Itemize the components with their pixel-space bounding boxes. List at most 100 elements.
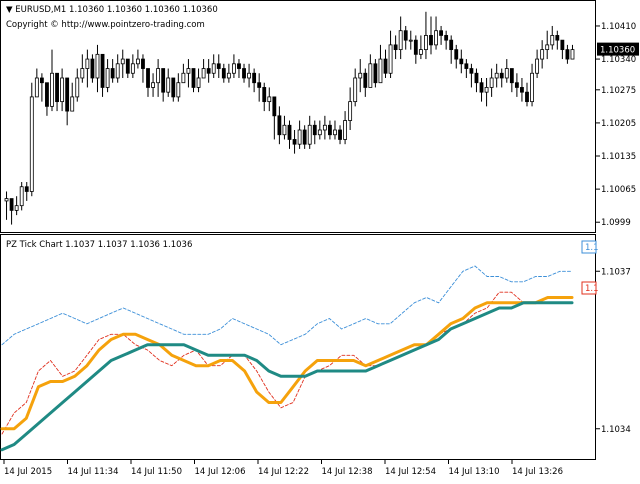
indicator-axis: 1.1037 1.1034 xyxy=(596,267,631,435)
candle xyxy=(262,87,267,103)
candle xyxy=(393,44,398,51)
candle xyxy=(191,68,196,88)
candle xyxy=(110,68,115,79)
candle xyxy=(231,63,236,74)
candle xyxy=(509,68,514,84)
tick-lower-band-line xyxy=(1,291,573,435)
candle xyxy=(484,87,489,93)
price-panel[interactable]: ▼ EURUSD,M1 1.10360 1.10360 1.10360 1.10… xyxy=(0,0,640,233)
candle xyxy=(161,68,166,93)
candle xyxy=(85,58,90,69)
time-axis-label: 14 Jul 11:34 xyxy=(68,467,119,477)
time-axis-label: 14 Jul 12:22 xyxy=(258,467,309,477)
candle xyxy=(504,68,509,79)
candle xyxy=(176,82,181,98)
candle xyxy=(196,77,201,88)
candle xyxy=(252,72,257,84)
upper-band-tag-box xyxy=(581,240,597,254)
candle xyxy=(221,68,226,79)
candle xyxy=(358,72,363,79)
candle xyxy=(65,77,70,112)
candle xyxy=(570,49,575,60)
candle xyxy=(499,72,504,79)
candle xyxy=(14,205,19,211)
candle xyxy=(555,35,560,41)
candle xyxy=(312,124,317,136)
candle xyxy=(24,186,29,192)
candle xyxy=(257,82,262,88)
candle xyxy=(135,58,140,65)
candle xyxy=(242,68,246,79)
candle xyxy=(565,49,570,60)
candle xyxy=(474,72,479,84)
candle xyxy=(434,30,438,46)
candle xyxy=(317,129,322,136)
candle xyxy=(34,77,39,98)
candle xyxy=(130,63,135,74)
candle xyxy=(55,72,59,103)
candle xyxy=(403,30,408,41)
candle xyxy=(413,39,418,55)
candle xyxy=(171,77,176,98)
upper-band-label: 1.1 xyxy=(585,243,599,253)
candle xyxy=(247,72,251,79)
candle xyxy=(45,82,49,107)
candle xyxy=(494,72,499,79)
price-axis-label: 1.10410 xyxy=(601,22,636,32)
time-axis-label: 14 Jul 13:10 xyxy=(449,467,500,477)
candle xyxy=(398,30,403,51)
candle xyxy=(545,44,550,51)
candle xyxy=(322,124,327,131)
candle xyxy=(151,82,155,88)
candle xyxy=(60,77,65,103)
candle xyxy=(186,68,191,74)
candle xyxy=(282,124,287,136)
candle xyxy=(237,63,241,69)
candle xyxy=(353,77,358,103)
candle xyxy=(75,77,80,98)
candle xyxy=(408,39,413,42)
time-axis-label: 14 Jul 12:54 xyxy=(385,467,436,477)
fast-ma-line xyxy=(0,296,574,431)
candle xyxy=(525,91,529,103)
candle xyxy=(363,72,368,88)
indicator-lines xyxy=(0,265,574,452)
time-axis: 14 Jul 2015 14 Jul 11:34 14 Jul 11:50 14 Ju… xyxy=(3,460,563,477)
candle xyxy=(429,35,433,46)
candle xyxy=(439,30,444,36)
price-axis-label: 1.10275 xyxy=(601,86,636,96)
candle xyxy=(479,82,484,93)
time-axis-label: 14 Jul 11:50 xyxy=(131,467,182,477)
indicator-axis-label: 1.1034 xyxy=(601,425,631,435)
candle xyxy=(141,58,145,69)
candle xyxy=(297,129,302,145)
candle xyxy=(302,129,307,145)
candle xyxy=(19,186,24,207)
candle xyxy=(454,49,459,60)
candle xyxy=(181,72,186,84)
candle xyxy=(560,39,565,51)
candle xyxy=(388,44,393,74)
candle xyxy=(267,96,272,103)
slow-ma-line xyxy=(0,301,574,452)
price-axis-label: 1.10065 xyxy=(601,185,636,195)
candle xyxy=(333,129,337,136)
candle xyxy=(50,72,54,107)
candle xyxy=(156,68,161,84)
candle xyxy=(383,58,388,74)
candle xyxy=(328,124,332,136)
candle xyxy=(368,63,373,88)
candle xyxy=(125,58,130,74)
indicator-panel[interactable]: PZ Tick Chart 1.1037 1.1037 1.1036 1.103… xyxy=(0,234,631,460)
candle xyxy=(9,198,14,211)
candle xyxy=(530,72,534,103)
current-price-tag-bg xyxy=(597,42,639,56)
candle xyxy=(459,58,464,65)
lower-band-tag: 1.1 xyxy=(581,281,599,295)
candle xyxy=(338,129,342,140)
candle xyxy=(70,96,75,112)
candle xyxy=(449,39,454,51)
candle xyxy=(80,68,85,79)
